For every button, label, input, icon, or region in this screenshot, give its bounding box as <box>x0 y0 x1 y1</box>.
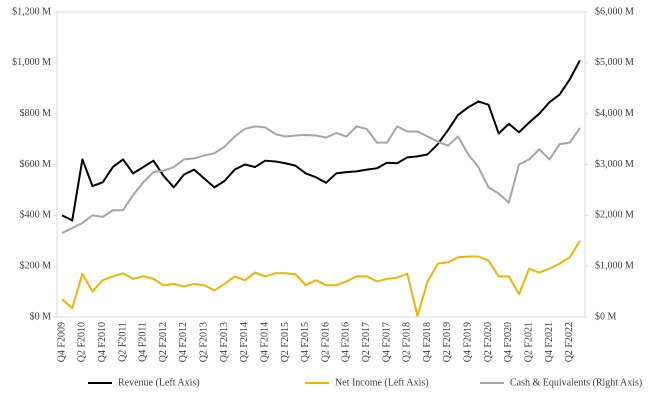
x-tick-label: Q4 F2021 <box>544 322 555 362</box>
y2-tick-label: $0 M <box>595 311 617 322</box>
series-line <box>61 125 581 235</box>
y-tick-label: $0 M <box>30 311 52 322</box>
y-tick-label: $400 M <box>20 210 52 221</box>
x-tick-label: Q2 F2021 <box>523 322 534 362</box>
x-tick-label: Q4 F2009 <box>56 322 67 362</box>
x-tick-label: Q4 F2020 <box>503 322 514 362</box>
x-tick-label: Q4 F2013 <box>219 322 230 362</box>
y-tick-label: $1,200 M <box>12 6 51 17</box>
y2-tick-label: $5,000 M <box>595 57 634 68</box>
x-tick-label: Q4 F2019 <box>463 322 474 362</box>
y-tick-label: $200 M <box>20 260 52 271</box>
x-tick-label: Q2 F2017 <box>361 322 372 362</box>
x-tick-label: Q2 F2011 <box>117 322 128 362</box>
y-tick-label: $800 M <box>20 108 52 119</box>
x-tick-label: Q2 F2010 <box>77 322 88 362</box>
series-line <box>61 59 581 222</box>
legend-label: Revenue (Left Axis) <box>118 377 200 388</box>
plot-frame <box>56 11 586 318</box>
x-tick-label: Q4 F2015 <box>300 322 311 362</box>
x-tick-label: Q4 F2011 <box>138 322 149 362</box>
y-tick-label: $1,000 M <box>12 57 51 68</box>
legend-label: Cash & Equivalents (Right Axis) <box>510 377 642 388</box>
x-tick-label: Q2 F2013 <box>199 322 210 362</box>
y2-tick-label: $2,000 M <box>595 210 634 221</box>
x-tick-label: Q4 F2010 <box>97 322 108 362</box>
x-tick-label: Q2 F2015 <box>280 322 291 362</box>
legend-label: Net Income (Left Axis) <box>335 377 429 388</box>
x-tick-label: Q2 F2019 <box>442 322 453 362</box>
x-tick-label: Q2 F2020 <box>483 322 494 362</box>
y2-tick-label: $1,000 M <box>595 260 634 271</box>
y-tick-label: $600 M <box>20 159 52 170</box>
y2-tick-label: $4,000 M <box>595 108 634 119</box>
x-tick-label: Q2 F2012 <box>158 322 169 362</box>
y2-tick-label: $3,000 M <box>595 159 634 170</box>
x-tick-label: Q2 F2016 <box>320 322 331 362</box>
x-tick-label: Q4 F2014 <box>259 322 270 362</box>
series-line <box>61 240 581 317</box>
x-tick-label: Q4 F2012 <box>178 322 189 362</box>
x-tick-label: Q2 F2018 <box>402 322 413 362</box>
x-tick-label: Q4 F2018 <box>422 322 433 362</box>
x-tick-label: Q2 F2014 <box>239 322 250 362</box>
x-tick-label: Q4 F2016 <box>341 322 352 362</box>
x-tick-label: Q4 F2017 <box>381 322 392 362</box>
y2-tick-label: $6,000 M <box>595 6 634 17</box>
x-tick-label: Q2 F2022 <box>564 322 575 362</box>
